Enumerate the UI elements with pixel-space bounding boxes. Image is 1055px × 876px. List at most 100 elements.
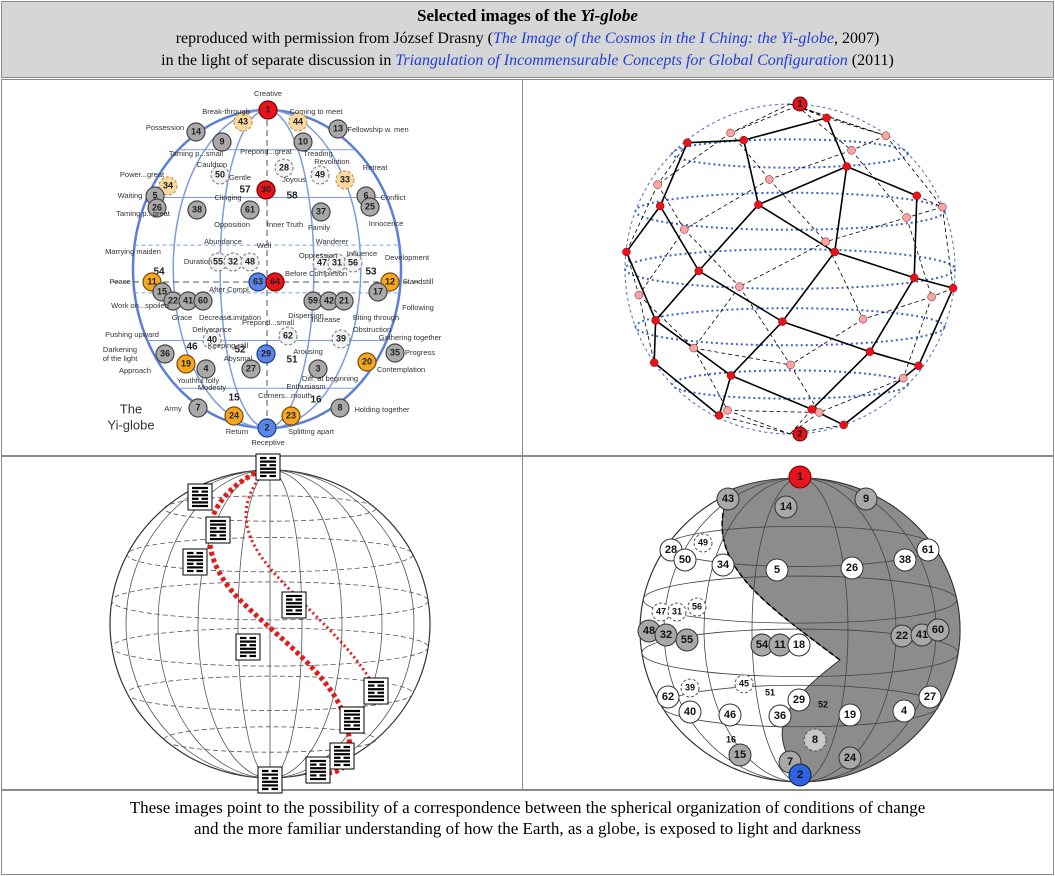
edge [758,165,848,206]
node-label: Cauldron [197,160,227,169]
node-number: 62 [662,691,674,703]
image-cell [522,456,1054,790]
node-label: Obstruction [353,325,391,334]
hexagram-node [258,100,278,120]
hexagram-node [711,553,735,577]
node-number: 15 [734,749,746,761]
hexagram [205,516,231,544]
hexagram-node [718,703,742,727]
edge [655,270,700,321]
edge [653,320,657,363]
edge [730,321,783,377]
node-number: 1 [797,98,802,108]
parallel [126,675,414,711]
node-label: Taming p...small [169,149,224,158]
hexagram-node [202,330,222,350]
edge [698,204,759,272]
node-label: Well [257,241,272,250]
hexagram-node [265,272,285,292]
hexagram-node [728,743,752,767]
node-number: 15 [228,393,240,404]
parallel [671,369,909,400]
node-label: Yi-globe [107,417,154,432]
vertex [839,420,848,430]
hexagram-node [278,326,298,346]
hexagram-node [854,487,878,511]
node-label: Joyous [282,175,306,184]
node-number: 54 [756,639,769,651]
hexagram-node [774,495,798,519]
edge [727,410,791,435]
node-number: 46 [186,342,198,353]
parallel [624,248,956,290]
node-number: 16 [726,734,736,744]
node-number: 26 [846,562,858,574]
node-label: Creative [254,89,282,98]
node-label: Limitation [229,313,261,322]
node-number: 7 [787,756,793,768]
node-label: Wanderer [316,237,349,246]
node-number: 46 [724,709,736,721]
edge [782,320,871,353]
node-number: 38 [192,204,202,214]
node-number: 49 [315,169,325,179]
context-line: in the light of separate discussion in T… [2,50,1053,72]
node-number: 1 [265,104,270,114]
hexagram-node [838,703,862,727]
node-label: Coming to meet [290,107,344,116]
hexagram-node [176,354,196,374]
vertex [649,358,659,367]
hexagram [329,742,355,770]
vertex [622,247,631,257]
hexagram-node [224,406,244,426]
node-label: Duration [184,257,212,266]
link[interactable]: The Image of the Cosmos in the I Ching: … [492,30,834,47]
node-label: of the light [103,354,139,363]
vertex [899,373,908,383]
node-number: 11 [147,276,157,286]
vertex [914,361,923,371]
edge [914,276,954,289]
node-number: 61 [922,544,934,556]
link[interactable]: Triangulation of Incommensurable Concept… [395,52,848,69]
hexagram-node [241,359,261,379]
edge [916,195,943,208]
edge [851,135,887,151]
hexagram-node [256,180,276,200]
node-number: 57 [239,185,251,196]
edge [657,142,688,185]
hexagram-node [328,119,348,139]
node-number: 49 [698,537,708,547]
hexagram-node [892,699,916,723]
node-label: Marrying maiden [105,247,161,256]
hexagram-node [788,465,812,489]
node-label: Opposition [214,220,250,229]
edge [698,270,783,323]
credit-line: reproduced with permission from József D… [2,28,1053,50]
edge [846,165,918,197]
hexagram-node [716,487,740,511]
node-label: Enthusiasm [286,382,325,391]
hexagram-node [187,200,207,220]
vertex [739,135,749,145]
vertex [865,347,875,356]
parallel [671,138,909,169]
node-number: 17 [373,286,383,296]
node-number: 45 [739,678,749,688]
parallel [634,191,946,231]
edge [739,241,826,288]
node-number: 50 [679,554,691,566]
node-number: 15 [157,286,167,296]
node-label: Modesty [198,383,227,392]
hexagram-node [256,344,276,364]
node-label: Peace [109,277,130,286]
node-number: 21 [339,295,349,305]
hexagram-node [918,685,942,709]
edge [843,377,904,426]
node-number: 42 [324,295,334,305]
edge [917,287,954,367]
edge [790,364,820,413]
edge [757,204,836,253]
node-number: 39 [336,333,346,343]
node-label: Deliverance [192,325,232,334]
